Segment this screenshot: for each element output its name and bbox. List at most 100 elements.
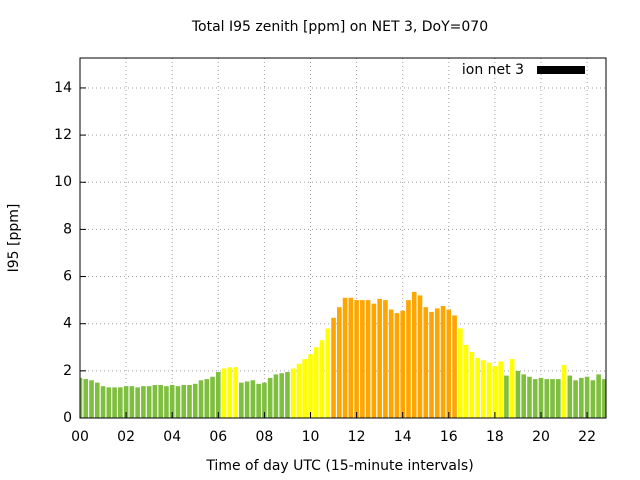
bar — [527, 376, 532, 418]
bar — [406, 300, 411, 418]
bar — [584, 376, 590, 418]
bar — [146, 386, 152, 418]
bar — [348, 297, 354, 418]
bar — [169, 384, 175, 418]
bar — [337, 307, 342, 418]
bar — [354, 300, 359, 418]
bar — [492, 366, 498, 418]
bar — [129, 386, 135, 418]
bar — [152, 384, 158, 418]
bar — [239, 382, 244, 418]
bar — [498, 361, 503, 418]
y-tick-label: 8 — [63, 221, 72, 237]
bar — [233, 367, 238, 418]
bar — [371, 303, 377, 418]
bar — [481, 360, 486, 418]
x-tick-label: 14 — [394, 429, 412, 445]
x-tick-label: 00 — [71, 429, 89, 445]
x-tick-label: 02 — [117, 429, 135, 445]
bar — [532, 379, 538, 418]
x-tick-label: 22 — [578, 429, 596, 445]
bar — [515, 370, 521, 418]
bar — [244, 381, 250, 418]
legend-label: ion net 3 — [462, 62, 524, 78]
bar — [590, 380, 596, 418]
bar — [544, 379, 550, 418]
bar — [411, 291, 417, 418]
bar — [262, 382, 267, 418]
bar — [279, 373, 284, 418]
bars — [80, 291, 606, 418]
bar — [227, 367, 233, 418]
chart-title: Total I95 zenith [ppm] on NET 3, DoY=070 — [191, 19, 488, 35]
bar — [458, 328, 463, 418]
bar — [80, 377, 83, 418]
y-tick-label: 12 — [54, 127, 72, 143]
bar — [429, 311, 434, 418]
x-tick-label: 10 — [302, 429, 320, 445]
y-tick-label: 0 — [63, 410, 72, 426]
bar — [100, 386, 106, 418]
bar — [290, 368, 296, 418]
bar — [521, 374, 527, 418]
bar — [440, 306, 446, 418]
bar — [504, 375, 509, 418]
bar — [215, 372, 221, 418]
x-tick-label: 12 — [348, 429, 366, 445]
bar — [452, 315, 457, 418]
bar — [94, 382, 100, 418]
bar — [423, 307, 429, 418]
x-tick-label: 16 — [440, 429, 458, 445]
bar — [538, 377, 544, 418]
bar — [112, 387, 117, 418]
bar — [123, 386, 129, 418]
bar — [89, 380, 94, 418]
bar — [434, 308, 440, 418]
bar — [164, 386, 169, 418]
bar — [135, 387, 140, 418]
bar — [383, 300, 388, 418]
bar — [400, 310, 406, 418]
x-tick-label: 04 — [163, 429, 181, 445]
bar — [365, 300, 371, 418]
bar — [285, 372, 290, 418]
bar — [250, 380, 256, 418]
y-axis-label: I95 [ppm] — [6, 204, 22, 273]
bar — [331, 317, 336, 418]
bar — [267, 377, 273, 418]
bar — [198, 380, 204, 418]
legend-swatch — [537, 66, 585, 74]
plot-frame — [79, 57, 607, 419]
bar — [221, 368, 227, 418]
bar — [106, 387, 112, 418]
bar — [469, 351, 475, 418]
bar — [388, 309, 394, 418]
bar — [555, 379, 561, 418]
bar — [210, 376, 215, 418]
bar — [319, 340, 325, 418]
y-tick-label: 2 — [63, 363, 72, 379]
bar — [417, 295, 423, 418]
bar — [158, 384, 163, 418]
bar — [596, 374, 601, 418]
bar — [342, 297, 348, 418]
bar — [463, 344, 469, 418]
bar — [175, 386, 181, 418]
x-tick-label: 18 — [486, 429, 504, 445]
bar — [192, 383, 198, 418]
bar — [486, 362, 492, 418]
bar — [446, 309, 452, 418]
grid — [80, 58, 606, 418]
x-tick-label: 08 — [255, 429, 273, 445]
bar — [313, 347, 319, 418]
bar — [296, 363, 302, 418]
bar — [256, 383, 261, 418]
bar — [579, 377, 584, 418]
bar — [360, 300, 365, 418]
bar — [325, 328, 331, 418]
bar — [567, 375, 573, 418]
y-tick-label: 14 — [54, 80, 72, 96]
bar — [187, 384, 192, 418]
bar — [83, 379, 89, 418]
y-tick-label: 4 — [63, 316, 72, 332]
